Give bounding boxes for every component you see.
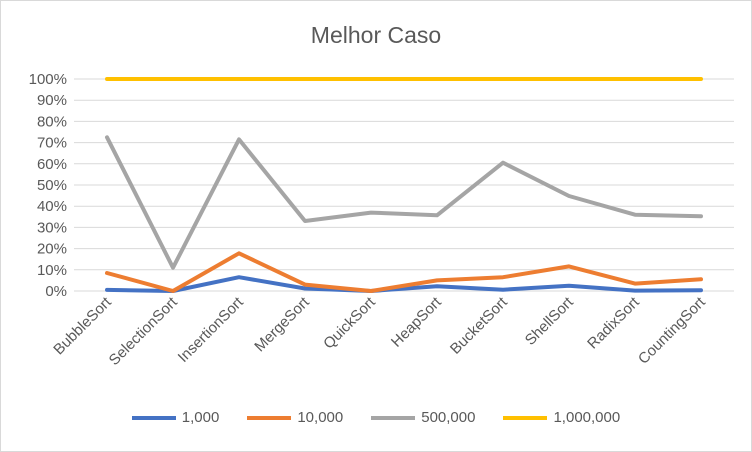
- x-tick-label: RadixSort: [584, 293, 643, 352]
- legend: 1,000 10,000 500,000 1,000,000: [1, 409, 751, 426]
- series-line-0: [105, 275, 703, 293]
- x-tick-label: HeapSort: [388, 293, 445, 350]
- legend-item: 500,000: [371, 409, 475, 426]
- legend-label: 1,000,000: [553, 409, 621, 426]
- x-tick-label: QuickSort: [320, 293, 379, 352]
- y-tick-label: 0%: [45, 283, 67, 300]
- series-line-2: [105, 135, 703, 270]
- y-tick-label: 80%: [37, 113, 67, 130]
- chart-title: Melhor Caso: [310, 22, 442, 48]
- legend-swatch: [131, 415, 176, 420]
- legend-item: 1,000: [131, 409, 220, 426]
- legend-item: 1,000,000: [503, 409, 620, 426]
- legend-swatch: [371, 415, 416, 420]
- x-tick-label: InsertionSort: [175, 293, 248, 366]
- plot-area: 0% 10% 20% 30% 40% 50% 60% 70% 80% 90% 100% BubbleS…: [29, 71, 734, 369]
- legend-label: 500,000: [421, 409, 476, 426]
- x-tick-label: BubbleSort: [50, 293, 115, 358]
- y-tick-label: 50%: [37, 177, 67, 194]
- legend-label: 10,000: [297, 409, 344, 426]
- y-tick-label: 70%: [37, 135, 67, 152]
- legend-swatch: [503, 415, 548, 420]
- y-tick-label: 100%: [29, 71, 67, 88]
- x-tick-label: MergeSort: [251, 293, 313, 355]
- legend-swatch: [247, 415, 292, 420]
- x-tick-label: ShellSort: [522, 293, 578, 349]
- y-tick-label: 10%: [37, 262, 67, 279]
- series-line-1: [105, 251, 703, 293]
- y-tick-label: 90%: [37, 92, 67, 109]
- x-tick-label: SelectionSort: [106, 293, 182, 369]
- y-tick-label: 40%: [37, 198, 67, 215]
- x-tick-label: CountingSort: [635, 293, 710, 368]
- y-tick-label: 20%: [37, 241, 67, 258]
- y-tick-label: 30%: [37, 219, 67, 236]
- legend-item: 10,000: [247, 409, 343, 426]
- legend-label: 1,000: [181, 409, 220, 426]
- y-tick-label: 60%: [37, 156, 67, 173]
- x-tick-label: BucketSort: [447, 293, 511, 357]
